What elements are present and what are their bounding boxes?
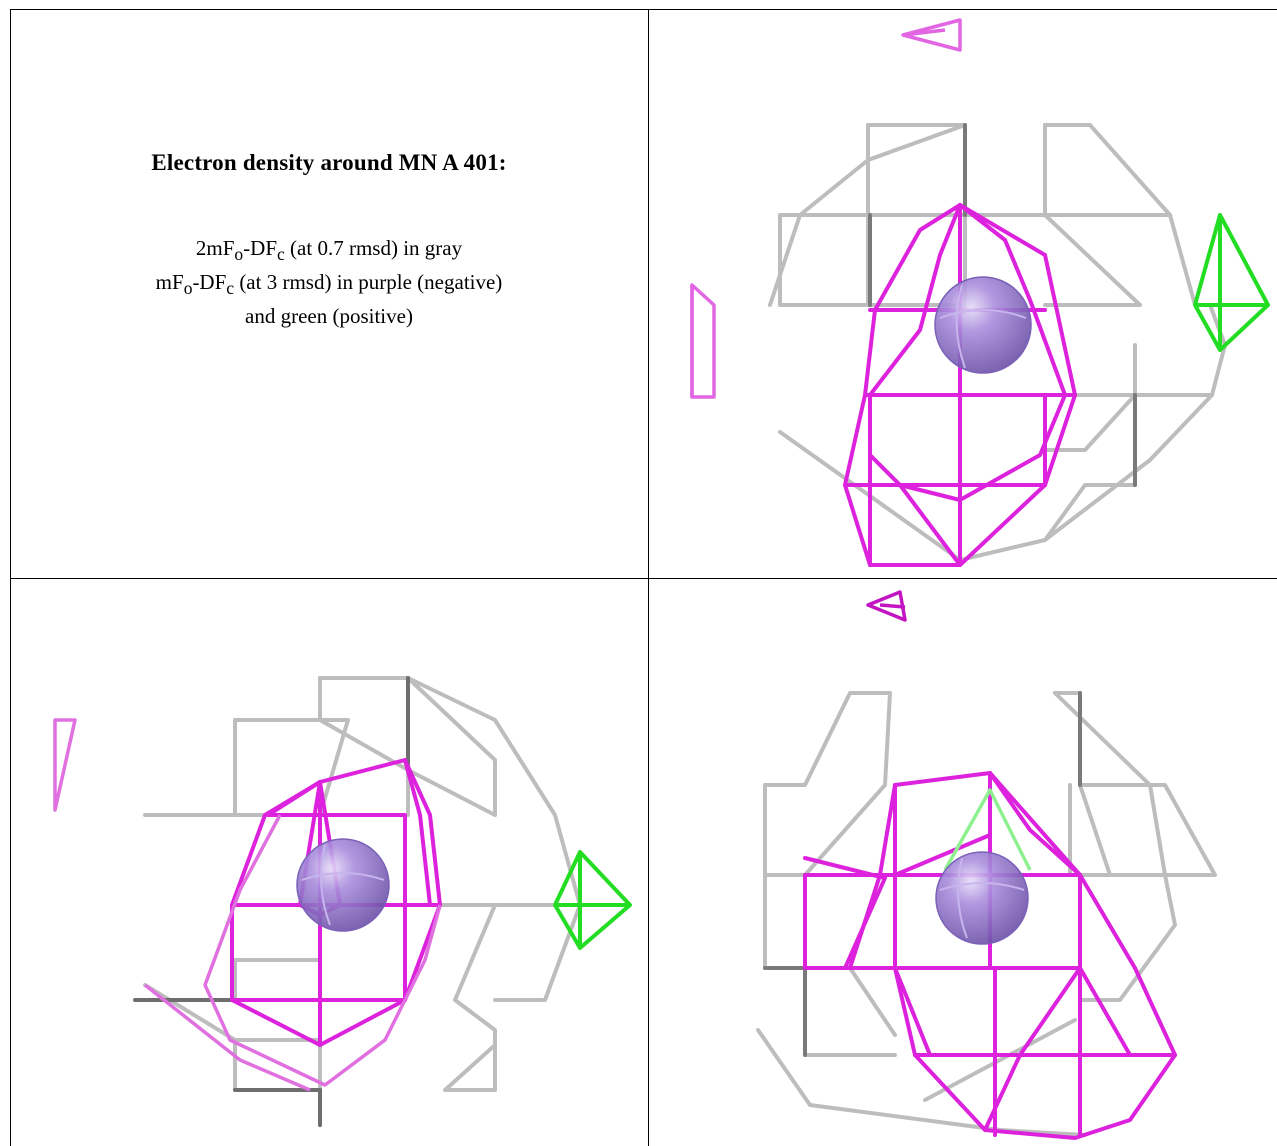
density-view-bottom-right <box>756 590 1217 1140</box>
negative-mesh-far <box>866 590 907 622</box>
positive-mesh <box>553 850 632 950</box>
negative-mesh <box>843 203 1077 567</box>
negative-mesh-far <box>690 18 962 399</box>
caption-title: Electron density around MN A 401: <box>151 150 507 175</box>
table-divider-vertical <box>648 9 649 1146</box>
gray-mesh-dark <box>763 691 1082 1057</box>
caption-cell: Electron density around MN A 401: 2mFo-D… <box>10 150 648 330</box>
gray-mesh <box>756 691 1217 1137</box>
negative-mesh <box>803 771 1177 1140</box>
positive-mesh-behind <box>943 788 1032 871</box>
table-border-top <box>10 9 1277 10</box>
negative-mesh-soft <box>53 718 442 1092</box>
mn-atom-icon <box>296 838 390 932</box>
positive-mesh <box>1193 213 1270 352</box>
caption-line-green: and green (positive) <box>245 304 413 329</box>
table-divider-horizontal <box>10 578 1277 579</box>
table-border-left <box>10 9 11 1146</box>
density-view-top-right <box>690 18 1270 567</box>
gray-mesh-dark <box>133 676 410 1127</box>
caption-line-purple: mFo-DFc (at 3 rmsd) in purple (negative) <box>155 270 503 299</box>
gray-mesh-dark <box>868 123 1137 487</box>
density-view-bottom-left <box>53 676 632 1127</box>
mn-atom-icon <box>934 276 1032 374</box>
mn-atom-icon <box>935 851 1029 945</box>
caption-line-gray: 2mFo-DFc (at 0.7 rmsd) in gray <box>195 236 463 265</box>
